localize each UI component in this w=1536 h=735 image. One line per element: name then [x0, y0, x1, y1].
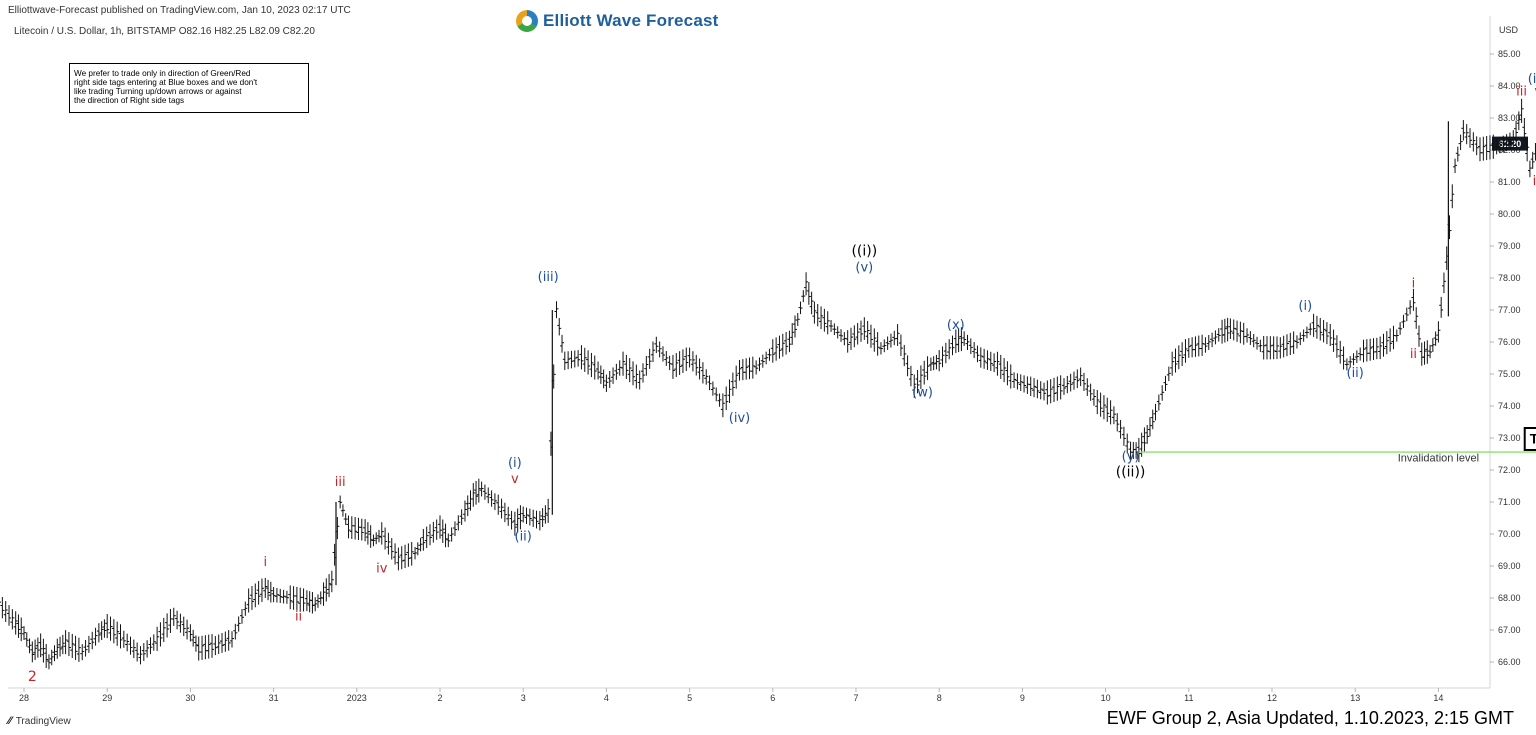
- x-tick-label: 3: [521, 693, 526, 703]
- wave-label: v: [511, 472, 519, 487]
- x-tick-label: 30: [185, 693, 195, 703]
- wave-label: i: [1412, 277, 1416, 292]
- x-tick-label: 5: [687, 693, 692, 703]
- x-tick-label: 2023: [347, 693, 367, 703]
- wave-label: (iii): [538, 270, 559, 285]
- wave-label: 2: [28, 669, 37, 685]
- y-tick-label: 67.00: [1498, 625, 1521, 635]
- y-tick-label: 72.00: [1498, 465, 1521, 475]
- y-tick-label: 81.00: [1498, 177, 1521, 187]
- wave-label: (w): [912, 385, 933, 400]
- wave-label: iv: [1533, 174, 1536, 189]
- wave-label: (i): [508, 456, 522, 471]
- update-caption: EWF Group 2, Asia Updated, 1.10.2023, 2:…: [1106, 708, 1514, 728]
- y-tick-label: 83.00: [1498, 113, 1521, 123]
- y-tick-label: 73.00: [1498, 433, 1521, 443]
- tradingview-logo: ⁄⁄ TradingView: [8, 715, 71, 727]
- wave-label: (ii): [1347, 366, 1364, 381]
- x-tick-label: 6: [770, 693, 775, 703]
- x-tick-label: 12: [1267, 693, 1277, 703]
- x-tick-label: 31: [269, 693, 279, 703]
- y-tick-label: 79.00: [1498, 241, 1521, 251]
- invalidation-label: Invalidation level: [1398, 453, 1479, 465]
- wave-label: iii: [335, 475, 346, 490]
- x-tick-label: 28: [19, 693, 29, 703]
- y-tick-label: 69.00: [1498, 561, 1521, 571]
- note-line: We prefer to trade only in direction of …: [74, 69, 251, 78]
- wave-label: iv: [376, 561, 388, 576]
- x-tick-label: 29: [102, 693, 112, 703]
- symbol-info: Litecoin / U.S. Dollar, 1h, BITSTAMP O82…: [14, 26, 315, 37]
- x-tick-label: 4: [604, 693, 609, 703]
- wave-label: (iv): [729, 411, 750, 426]
- trading-note-box: We prefer to trade only in direction of …: [69, 63, 309, 113]
- note-line: right side tags entering at Blue boxes a…: [74, 78, 258, 87]
- published-info: Elliottwave-Forecast published on Tradin…: [8, 5, 351, 16]
- y-tick-label: 75.00: [1498, 369, 1521, 379]
- wave-label: ((ii)): [1116, 464, 1146, 480]
- x-tick-label: 10: [1101, 693, 1111, 703]
- x-tick-label: 11: [1184, 693, 1193, 703]
- turning-up-box: [1523, 427, 1536, 451]
- wave-label: (ii): [515, 529, 532, 544]
- wave-label: i: [263, 555, 267, 570]
- x-tick-label: 13: [1350, 693, 1360, 703]
- x-tick-label: 8: [937, 693, 942, 703]
- y-tick-label: 76.00: [1498, 337, 1521, 347]
- y-tick-label: 85.00: [1498, 49, 1521, 59]
- tradingview-label: TradingView: [15, 715, 71, 727]
- turning-up-label: TurningUp: [1530, 431, 1536, 447]
- x-tick-label: 2: [437, 693, 442, 703]
- y-tick-label: 66.00: [1498, 657, 1521, 667]
- wave-label: (x): [947, 318, 965, 333]
- y-tick-label: 70.00: [1498, 529, 1521, 539]
- wave-label: ii: [295, 609, 302, 624]
- wave-label: iii: [1516, 85, 1527, 100]
- x-tick-label: 14: [1433, 693, 1443, 703]
- brand-logo: Elliott Wave Forecast: [516, 10, 719, 32]
- x-tick-label: 7: [853, 693, 858, 703]
- wave-label: ii: [1410, 347, 1417, 362]
- wave-label: (iii): [1528, 72, 1536, 87]
- y-tick-label: 84.00: [1498, 81, 1521, 91]
- y-tick-label: 71.00: [1498, 497, 1521, 507]
- x-tick-label: 9: [1020, 693, 1025, 703]
- wave-label: (v): [855, 261, 873, 276]
- currency-label: USD: [1499, 25, 1519, 35]
- y-tick-label: 78.00: [1498, 273, 1521, 283]
- y-tick-label: 74.00: [1498, 401, 1521, 411]
- note-line: like trading Turning up/down arrows or a…: [74, 87, 242, 96]
- wave-label: (i): [1298, 299, 1312, 314]
- y-tick-label: 80.00: [1498, 209, 1521, 219]
- wave-label: v: [1534, 85, 1536, 100]
- y-tick-label: 68.00: [1498, 593, 1521, 603]
- brand-name: Elliott Wave Forecast: [543, 11, 719, 30]
- elliott-wave-logo-icon: [516, 10, 538, 32]
- wave-label: ((i)): [851, 244, 877, 260]
- wave-label: (y): [1122, 449, 1140, 464]
- tradingview-icon: ⁄⁄: [8, 715, 12, 727]
- y-tick-label: 77.00: [1498, 305, 1521, 315]
- note-line: the direction of Right side tags: [74, 96, 185, 105]
